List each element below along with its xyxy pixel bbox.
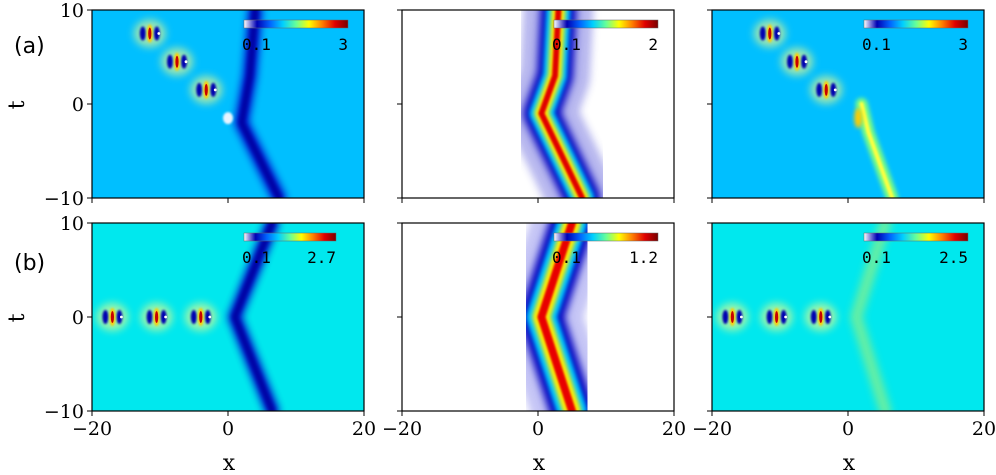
xlabel-col-1: x xyxy=(223,451,236,475)
colorbar-max-label: 2.5 xyxy=(939,248,968,267)
row-label-b: (b) xyxy=(14,251,45,276)
row-label-a: (a) xyxy=(14,34,45,59)
heatmap-features xyxy=(506,10,618,198)
colorbar-max-label: 1.2 xyxy=(629,248,658,267)
panel-a2: 0.1 2 xyxy=(397,9,675,203)
y-tick-label: −10 xyxy=(44,401,84,423)
colorbar-min-label: 0.1 xyxy=(862,248,891,267)
panel-b3: 0.1 2.5 −20 0 20 xyxy=(692,222,996,440)
breather-peak xyxy=(760,303,793,331)
x-tick-label: 20 xyxy=(352,418,376,440)
x-tick-label: 20 xyxy=(972,418,996,440)
panel-b2: 0.1 1.2 −20 0 20 xyxy=(382,222,686,440)
y-tick-label: 0 xyxy=(72,94,84,116)
heatmap-background xyxy=(712,10,984,198)
panel-a3: 0.1 3 xyxy=(707,9,985,203)
bright-soliton-core xyxy=(859,102,895,198)
breather-peak xyxy=(716,303,749,331)
colorbar-min-label: 0.1 xyxy=(242,35,271,54)
dip-spot xyxy=(223,112,233,125)
dark-soliton-core xyxy=(238,10,282,198)
breather-peak xyxy=(140,303,173,331)
panel-a1: 0.1 3 10 0 −10 xyxy=(44,0,365,210)
x-tick-label: 0 xyxy=(222,418,234,440)
dark-soliton-core xyxy=(231,223,276,411)
breather-peak xyxy=(190,75,223,104)
y-tick-label: 10 xyxy=(60,213,84,235)
heatmap-features xyxy=(133,10,286,198)
colorbar-min-label: 0.1 xyxy=(552,248,581,267)
colorbar-min-label: 0.1 xyxy=(242,248,271,267)
faint-soliton-line xyxy=(850,223,892,411)
heatmap-features xyxy=(753,19,899,198)
bump-spot xyxy=(854,108,863,129)
breather-peak xyxy=(781,47,813,76)
colorbar-max-label: 2.7 xyxy=(307,248,336,267)
heatmap-background xyxy=(92,10,364,198)
xlabel-col-3: x xyxy=(843,451,856,475)
x-tick-label: −20 xyxy=(692,418,732,440)
colorbar xyxy=(553,19,659,29)
x-tick-label: 20 xyxy=(662,418,686,440)
colorbar xyxy=(863,19,969,29)
ylabel-row-b: t xyxy=(5,313,30,322)
soliton-red-core xyxy=(537,223,576,411)
colorbar-min-label: 0.1 xyxy=(552,35,581,54)
x-tick-label: 0 xyxy=(532,418,544,440)
x-tick-label: −20 xyxy=(72,418,112,440)
colorbar-min-label: 0.1 xyxy=(862,35,891,54)
breather-peak xyxy=(96,303,129,331)
x-tick-label: 0 xyxy=(842,418,854,440)
heatmap-background xyxy=(712,223,984,411)
panel-b1: 0.1 2.7 10 0 −10−20 0 20 xyxy=(44,213,376,440)
y-tick-label: −10 xyxy=(44,188,84,210)
breather-peak xyxy=(804,303,837,331)
colorbar xyxy=(863,232,969,242)
xlabel-col-2: x xyxy=(533,451,546,475)
breather-peak xyxy=(753,19,786,48)
x-tick-label: −20 xyxy=(382,418,422,440)
colorbar xyxy=(243,232,337,242)
colorbar xyxy=(553,232,659,242)
colorbar-max-label: 2 xyxy=(648,35,658,54)
ylabel-row-a: t xyxy=(5,100,30,109)
y-tick-label: 10 xyxy=(60,0,84,22)
breather-peak xyxy=(810,75,843,104)
colorbar-max-label: 3 xyxy=(338,35,348,54)
breather-peak xyxy=(184,303,217,331)
breather-peak xyxy=(161,47,193,76)
colorbar xyxy=(243,19,349,29)
soliton-red-core xyxy=(538,10,586,198)
y-tick-label: 0 xyxy=(72,307,84,329)
heatmap-features xyxy=(716,223,892,411)
heatmap-features xyxy=(501,223,612,411)
colorbar-max-label: 3 xyxy=(958,35,968,54)
heatmap-features xyxy=(96,223,280,411)
breather-peak xyxy=(133,19,166,48)
